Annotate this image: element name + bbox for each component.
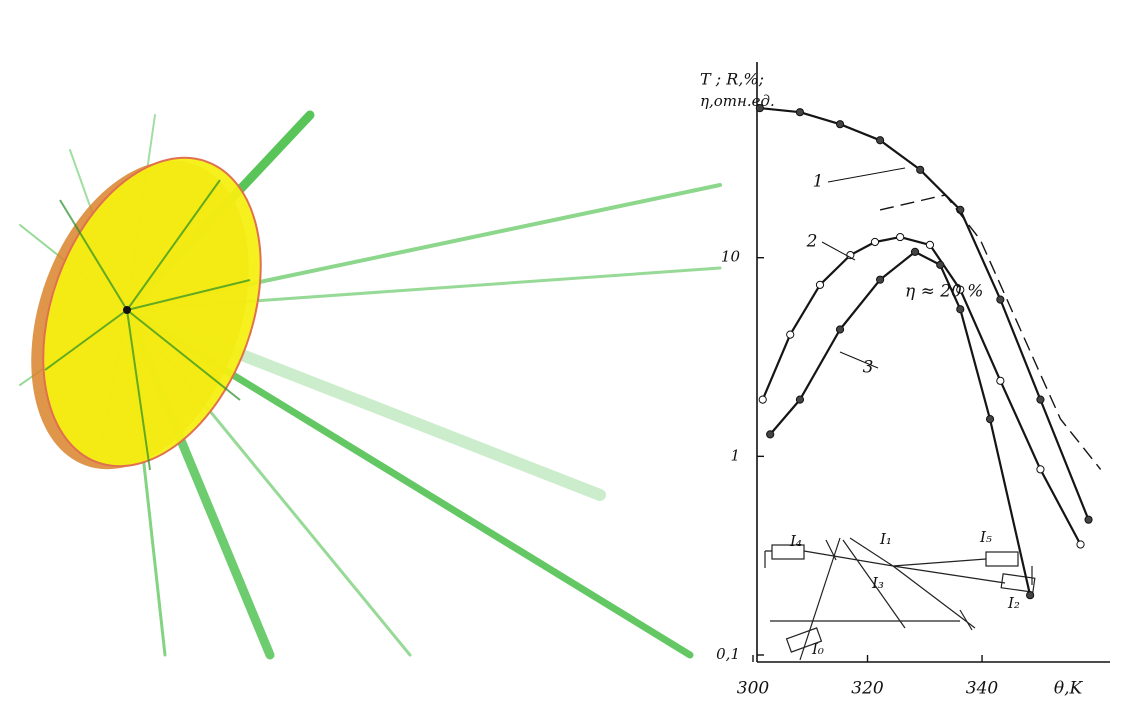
- annotation: I₄: [789, 532, 802, 550]
- data-point: [1026, 591, 1035, 600]
- y-tick-label: 1: [730, 446, 740, 464]
- leader-line: [839, 351, 879, 369]
- data-point: [835, 325, 845, 334]
- curve-label: 1: [813, 172, 824, 192]
- x-tick-label: 340: [966, 679, 999, 699]
- data-point: [795, 395, 805, 404]
- focus: [123, 306, 131, 314]
- annotation: I₀: [811, 640, 824, 658]
- curve-label: 2: [806, 232, 818, 252]
- data-point: [910, 247, 920, 256]
- annotation: I₃: [871, 574, 884, 592]
- data-point: [755, 104, 764, 113]
- y-axis-label: T ; R,%;: [700, 70, 764, 89]
- optical-scheme: [764, 537, 1036, 661]
- curve-label: 3: [863, 358, 874, 378]
- chart: T ; R,%; η,отн.ед. θ,K 0,1 1 10 300 320 340 1 2…: [700, 62, 1110, 699]
- x-tick-label: 320: [851, 679, 884, 699]
- data-point: [876, 275, 885, 284]
- disc: [42, 156, 262, 468]
- data-point: [795, 108, 805, 117]
- data-point: [985, 414, 995, 424]
- data-point: [896, 232, 905, 242]
- y-tick-label: 10: [721, 248, 741, 266]
- data-point: [956, 285, 965, 294]
- y-tick-label: 0,1: [716, 645, 740, 663]
- data-point: [758, 395, 767, 404]
- y-axis-label: η,отн.ед.: [700, 92, 775, 110]
- data-point: [1036, 465, 1045, 474]
- data-point: [936, 260, 945, 269]
- data-point: [1076, 540, 1085, 549]
- x-axis-label: θ,K: [1054, 679, 1084, 699]
- data-point: [1084, 515, 1093, 524]
- data-point: [925, 240, 935, 249]
- data-point: [916, 165, 925, 174]
- leader-line: [827, 167, 906, 183]
- data-point: [1036, 395, 1045, 404]
- annotation: η ≈ 20 %: [905, 282, 983, 302]
- data-point: [996, 376, 1005, 385]
- data-point: [835, 120, 845, 129]
- annotation: I₁: [879, 530, 892, 548]
- data-point: [815, 280, 825, 289]
- data-point: [786, 330, 795, 339]
- illustration: [19, 110, 722, 660]
- curve: [879, 194, 1102, 470]
- annotation: I₂: [1007, 594, 1020, 612]
- data-point: [956, 305, 965, 314]
- data-point: [870, 237, 880, 247]
- x-tick-label: 300: [737, 679, 770, 699]
- data-point: [996, 295, 1005, 304]
- annotation: I₅: [979, 528, 992, 546]
- rays-inside: [44, 179, 251, 471]
- data-point: [876, 136, 885, 145]
- leader-line: [821, 241, 856, 261]
- data-point: [766, 430, 775, 439]
